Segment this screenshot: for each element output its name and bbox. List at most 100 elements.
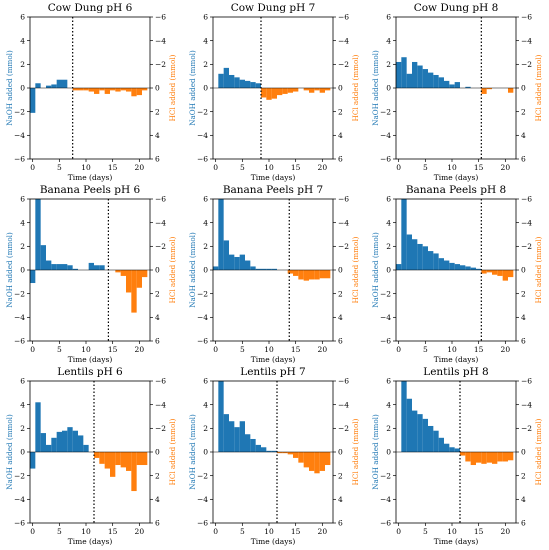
hcl-bar-day-18: [309, 88, 315, 93]
y-tick-label-left: 4: [386, 218, 391, 227]
y-tick-label-left: −2: [380, 289, 391, 298]
hcl-bar-day-17: [120, 452, 126, 468]
naoh-bar-day-1: [35, 402, 41, 452]
hcl-bar-day-21: [325, 88, 331, 91]
x-tick-label: 0: [213, 163, 218, 172]
y-axis-label-right: HCl added (mmol): [534, 54, 543, 121]
hcl-bar-day-19: [131, 88, 137, 97]
hcl-bar-day-21: [325, 452, 331, 466]
y-tick-label-left: 2: [20, 242, 25, 251]
naoh-bar-day-11: [454, 264, 460, 270]
x-tick-label: 10: [447, 345, 457, 354]
y-tick-label-left: 0: [386, 84, 391, 93]
naoh-bar-day-5: [56, 79, 62, 88]
y-tick-label-left: −2: [197, 289, 208, 298]
hcl-bar-day-14: [287, 88, 293, 93]
hcl-bar-day-13: [282, 452, 288, 454]
hcl-bar-day-15: [293, 88, 299, 92]
hcl-bar-day-15: [476, 452, 482, 463]
naoh-bar-day-4: [234, 427, 240, 452]
hcl-bar-day-19: [497, 452, 503, 462]
hcl-bar-day-12: [277, 88, 283, 96]
hcl-bar-day-20: [502, 270, 508, 281]
x-tick-label: 5: [240, 527, 245, 536]
y-tick-label-left: 4: [203, 218, 208, 227]
y-tick-label-left: 2: [20, 60, 25, 69]
hcl-bar-day-19: [314, 88, 320, 91]
y-tick-label-left: −4: [14, 131, 25, 140]
y-tick-label-left: 0: [20, 84, 25, 93]
y-tick-label-left: 4: [20, 400, 25, 409]
naoh-bar-day-12: [94, 265, 100, 270]
hcl-bar-day-13: [99, 88, 105, 91]
hcl-bar-day-10: [266, 88, 272, 100]
y-tick-label-left: −2: [14, 471, 25, 480]
naoh-bar-day-6: [245, 260, 251, 270]
y-tick-label-left: −4: [14, 495, 25, 504]
y-tick-label-left: 4: [203, 36, 208, 45]
y-tick-label-left: 2: [386, 424, 391, 433]
panel-title: Banana Peels pH 8: [406, 184, 506, 196]
naoh-bar-day-1: [218, 73, 224, 88]
y-axis-label-right: HCl added (mmol): [351, 236, 360, 303]
y-axis-label-left: NaOH added (mmol): [371, 50, 380, 126]
y-tick-label-right: −2: [521, 60, 532, 69]
naoh-bar-day-2: [406, 234, 412, 270]
panel-title: Banana Peels pH 6: [40, 184, 141, 196]
y-axis-label-left: NaOH added (mmol): [5, 414, 14, 490]
naoh-bar-day-5: [56, 264, 62, 270]
hcl-bar-day-16: [481, 88, 487, 94]
y-tick-label-left: 0: [20, 266, 25, 275]
y-tick-label-right: 6: [521, 519, 526, 528]
panel-7: Lentils pH 60 5 10 15 20−6−4−202466420−2−4−6…: [5, 366, 177, 546]
y-tick-label-left: 4: [203, 400, 208, 409]
naoh-bar-day-11: [454, 82, 460, 88]
y-tick-label-left: −6: [14, 337, 25, 346]
naoh-bar-day-7: [433, 74, 439, 88]
y-tick-label-left: 6: [203, 13, 208, 22]
y-tick-label-left: 6: [20, 195, 25, 204]
naoh-bar-day-0: [30, 452, 36, 469]
x-tick-label: 15: [291, 527, 301, 536]
y-tick-label-left: 6: [386, 13, 391, 22]
hcl-bar-day-21: [508, 270, 514, 278]
naoh-bar-day-7: [433, 430, 439, 452]
y-tick-label-right: 4: [338, 313, 343, 322]
y-tick-label-right: −4: [338, 400, 349, 409]
x-tick-label: 15: [474, 345, 484, 354]
naoh-bar-day-15: [476, 268, 482, 270]
naoh-bar-day-0: [213, 266, 219, 270]
naoh-bar-day-8: [438, 258, 444, 270]
naoh-bar-day-8: [438, 77, 444, 88]
naoh-bar-day-4: [51, 84, 57, 88]
y-tick-label-left: −4: [197, 131, 208, 140]
naoh-bar-day-4: [417, 414, 423, 452]
x-tick-label: 15: [108, 527, 118, 536]
naoh-bar-day-5: [422, 418, 428, 452]
y-tick-label-left: −2: [380, 471, 391, 480]
hcl-bar-day-17: [120, 88, 126, 91]
y-tick-label-right: 6: [338, 337, 343, 346]
naoh-bar-day-14: [470, 267, 476, 270]
x-tick-label: 15: [474, 527, 484, 536]
panel-2: Cow Dung pH 70 5 10 15 20−6−4−202466420−2−4−…: [188, 2, 360, 182]
y-tick-label-left: 2: [20, 424, 25, 433]
y-tick-label-right: 4: [155, 131, 160, 140]
hcl-bar-day-19: [314, 270, 320, 280]
panel-title: Lentils pH 6: [57, 366, 123, 378]
hcl-bar-day-17: [120, 270, 126, 276]
y-axis-label-right: HCl added (mmol): [534, 418, 543, 485]
y-tick-label-right: −2: [338, 242, 349, 251]
y-tick-label-right: −2: [521, 424, 532, 433]
y-tick-label-right: 4: [338, 495, 343, 504]
x-tick-label: 20: [501, 345, 511, 354]
y-axis-label-right: HCl added (mmol): [534, 236, 543, 303]
hcl-bar-day-15: [110, 452, 116, 477]
y-tick-label-left: 2: [386, 242, 391, 251]
naoh-bar-day-3: [229, 74, 235, 88]
hcl-bar-day-18: [492, 270, 498, 275]
naoh-bar-day-7: [250, 438, 256, 452]
hcl-bar-day-8: [72, 88, 78, 91]
naoh-bar-day-2: [40, 433, 46, 452]
x-axis-label: Time (days): [434, 173, 479, 182]
